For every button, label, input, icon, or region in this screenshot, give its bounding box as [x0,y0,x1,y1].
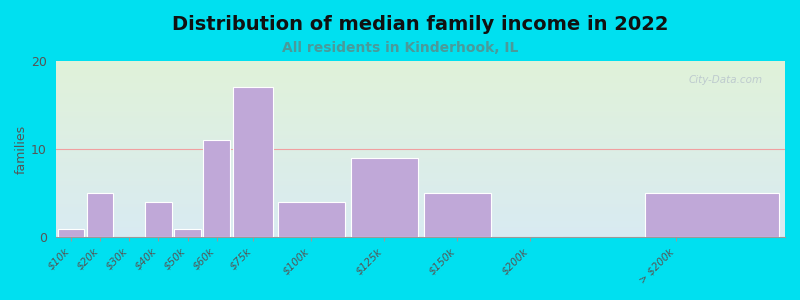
Bar [86,193,114,237]
Title: Distribution of median family income in 2022: Distribution of median family income in … [173,15,669,34]
Bar [233,87,274,237]
Bar [278,202,345,237]
Text: All residents in Kinderhook, IL: All residents in Kinderhook, IL [282,40,518,55]
Text: City-Data.com: City-Data.com [689,75,763,85]
Bar [424,193,490,237]
Bar [145,202,172,237]
Bar [350,158,418,237]
Bar [174,229,201,237]
Y-axis label: families: families [15,124,28,174]
Bar [645,193,779,237]
Bar [58,229,84,237]
Bar [203,140,230,237]
